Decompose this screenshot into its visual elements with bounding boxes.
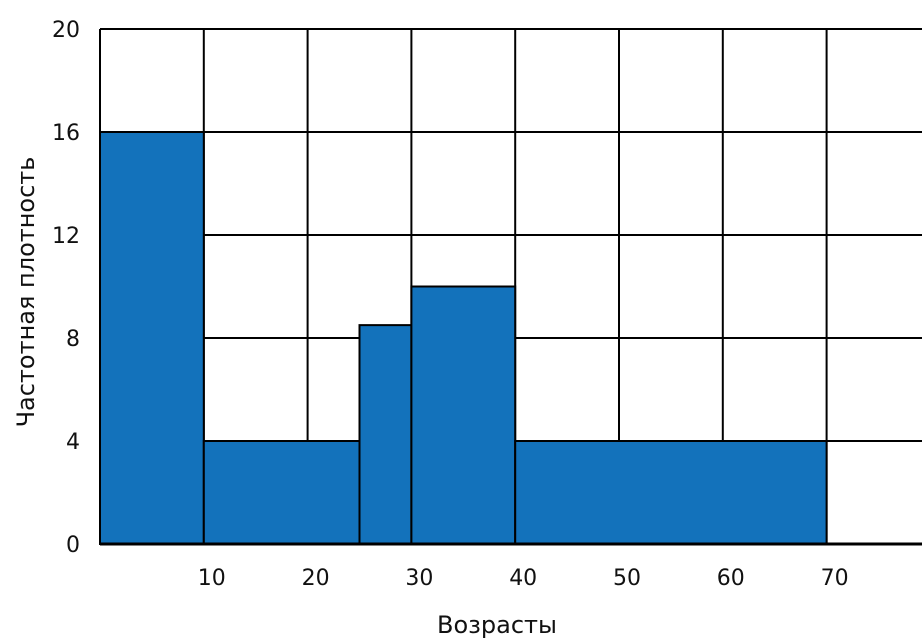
- y-tick-label-16: 16: [52, 121, 80, 146]
- x-tick-label-30: 30: [405, 566, 433, 591]
- x-tick-label-20: 20: [302, 566, 330, 591]
- bar-40-70: [514, 440, 828, 545]
- x-axis-label: Возрасты: [437, 611, 557, 639]
- bar-0-10: [99, 131, 205, 545]
- bars: [99, 131, 828, 545]
- y-tick-label-4: 4: [66, 430, 80, 455]
- y-tick-label-8: 8: [66, 327, 80, 352]
- x-tick-label-50: 50: [613, 566, 641, 591]
- bar-25-30: [358, 324, 413, 545]
- axes: [99, 29, 922, 546]
- y-tick-label-12: 12: [52, 224, 80, 249]
- x-tick-label-40: 40: [509, 566, 537, 591]
- y-tick-label-20: 20: [52, 18, 80, 43]
- y-tick-label-0: 0: [66, 533, 80, 558]
- bar-10-25: [202, 440, 361, 545]
- x-tick-label-70: 70: [821, 566, 849, 591]
- tick-labels: 0 4 8 12 16 20 10 20 30 40 50 60 70: [52, 18, 849, 591]
- bar-30-40: [410, 285, 517, 545]
- x-tick-label-60: 60: [717, 566, 745, 591]
- x-tick-label-10: 10: [198, 566, 226, 591]
- y-axis-label: Частотная плотность: [12, 157, 40, 428]
